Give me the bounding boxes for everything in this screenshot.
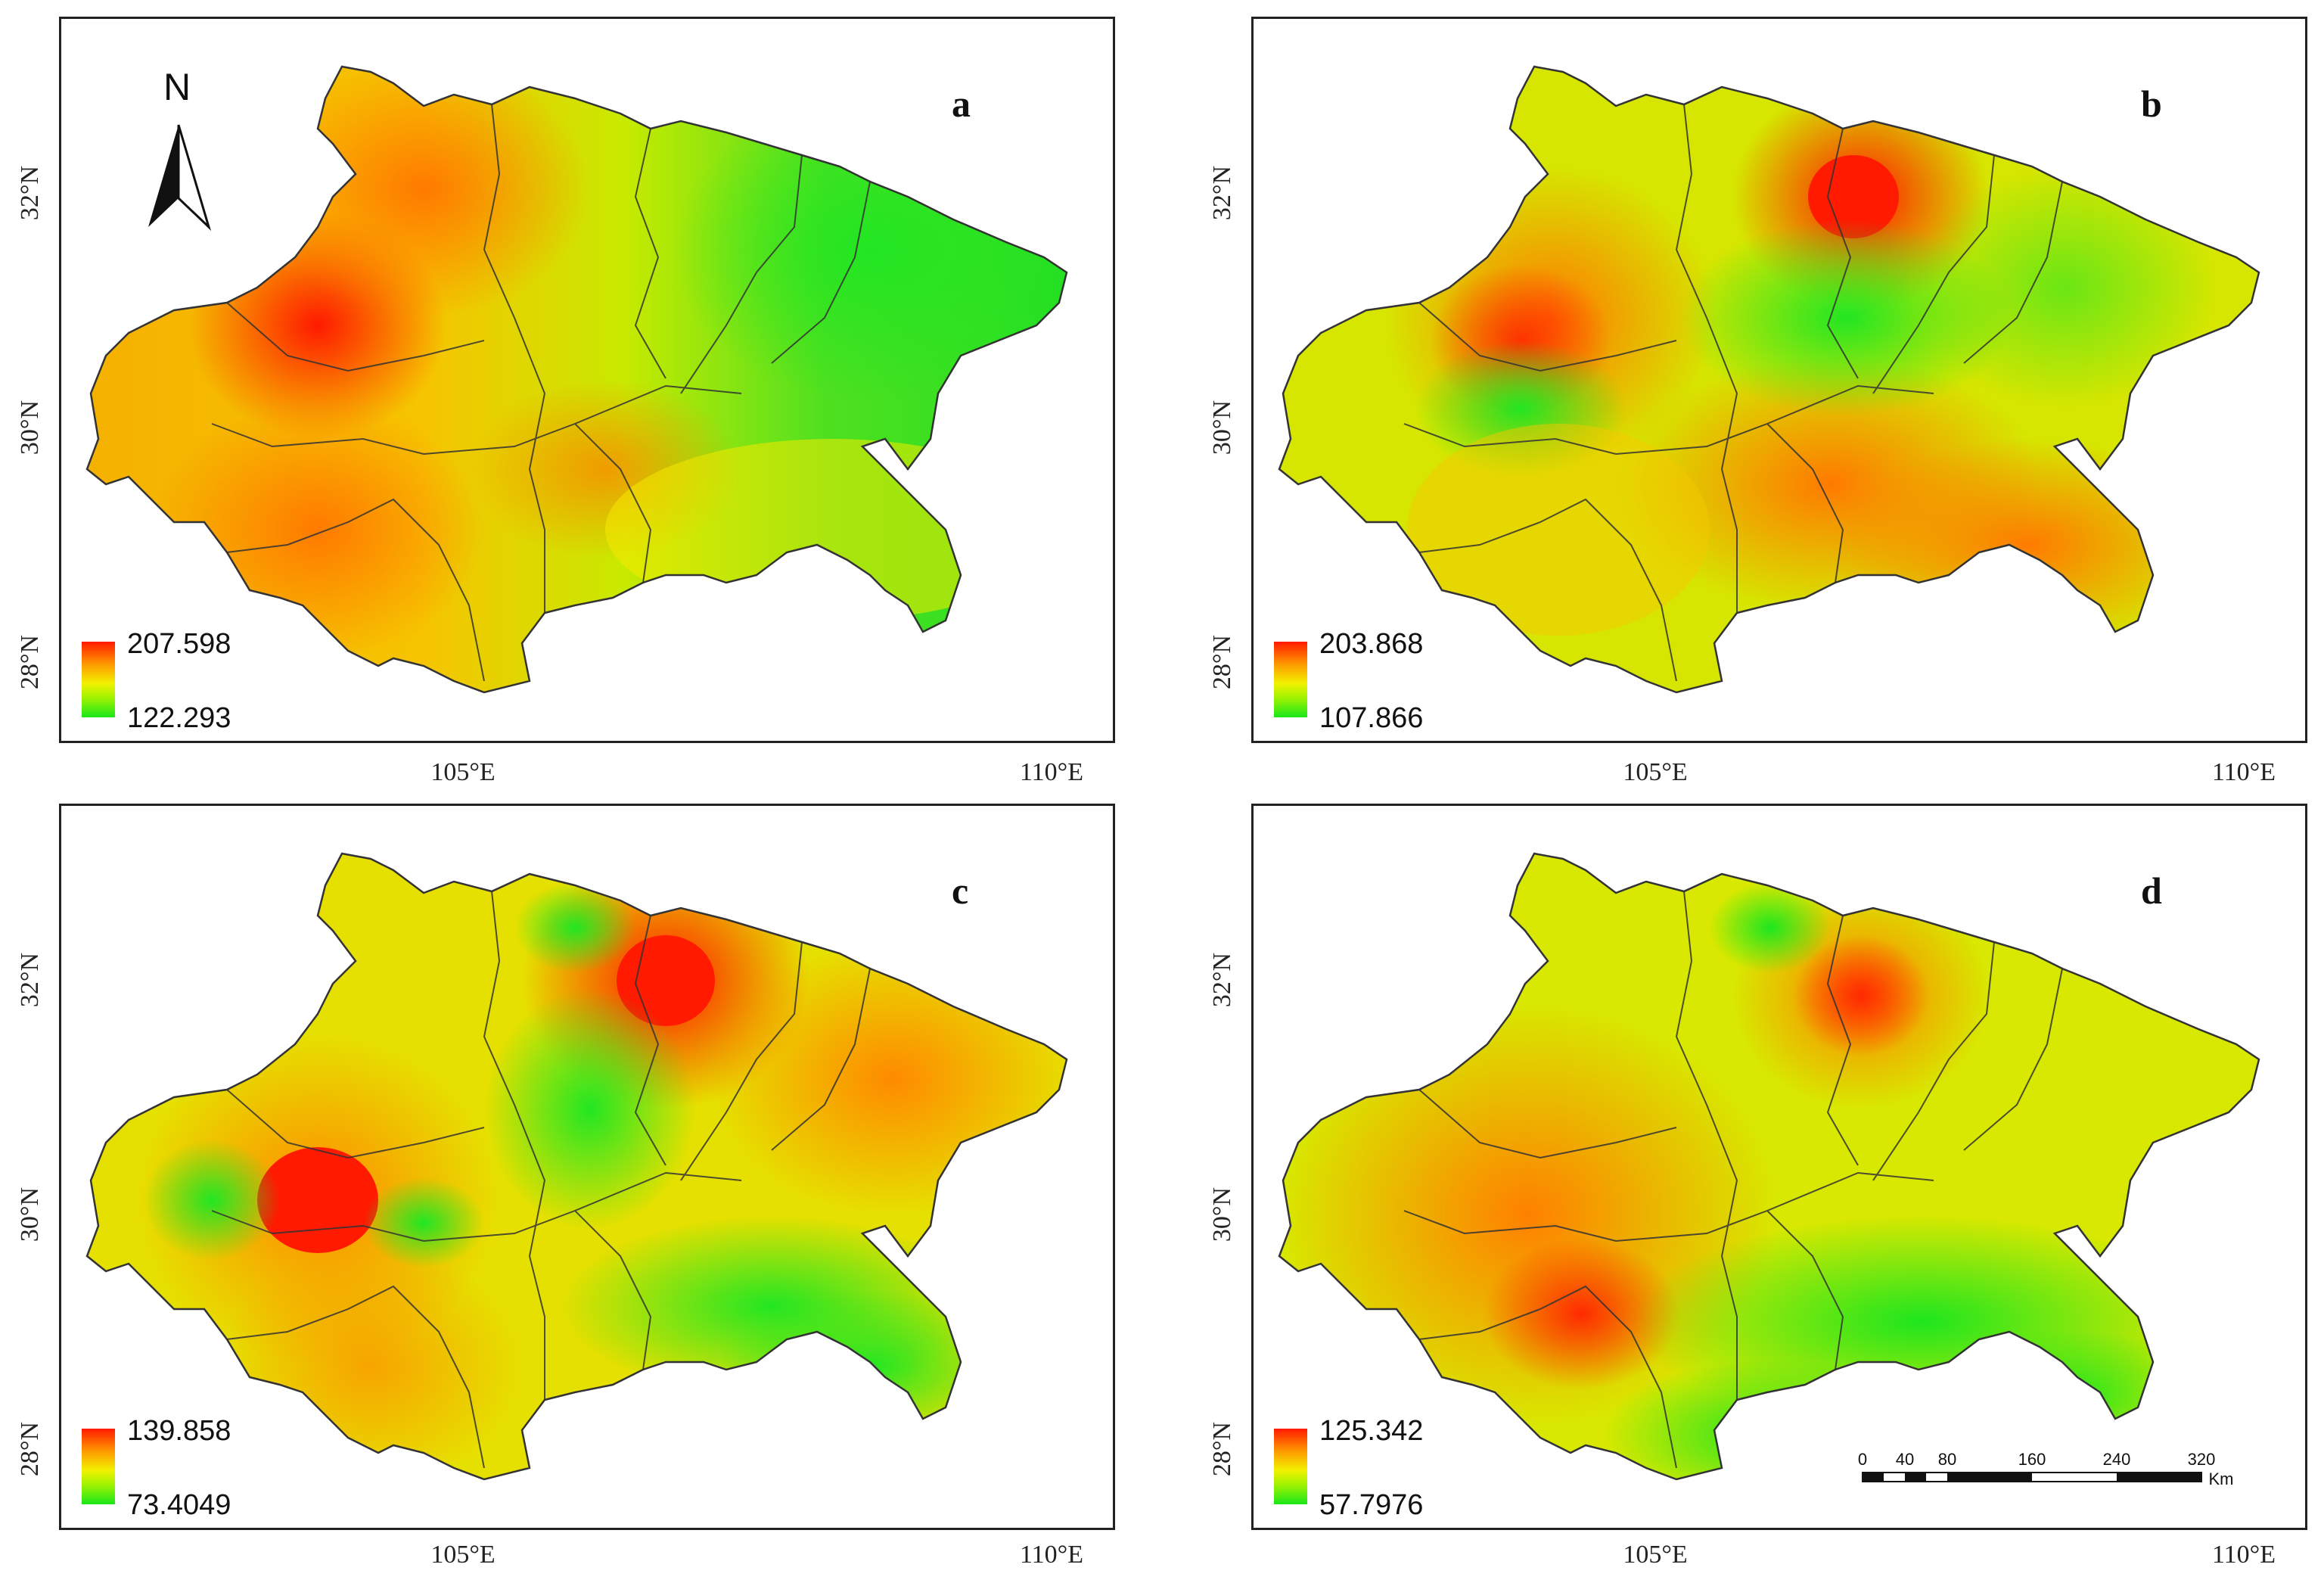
panel-letter-a: a — [952, 82, 971, 125]
x-tick-110-a: 110°E — [1019, 758, 1084, 786]
y-tick-30-b: 30°N — [1208, 400, 1237, 456]
north-arrow-icon — [148, 125, 179, 227]
y-tick-30-a: 30°N — [16, 400, 45, 456]
y-tick-28-a: 28°N — [16, 634, 45, 690]
legend-max-b: 203.868 — [1319, 628, 1424, 660]
panel-letter-c: c — [952, 869, 969, 912]
panel-letter-b: b — [2141, 82, 2162, 125]
map-svg-b — [1278, 65, 2260, 694]
legend-bar-c — [82, 1429, 115, 1504]
y-tick-28-c: 28°N — [16, 1421, 45, 1477]
y-tick-28-d: 28°N — [1208, 1421, 1237, 1477]
x-tick-105-b: 105°E — [1623, 758, 1688, 786]
map-svg-d — [1278, 852, 2260, 1482]
north-arrow-label: N — [163, 66, 191, 108]
scale-label-40: 40 — [1895, 1450, 1915, 1469]
x-tick-105-a: 105°E — [430, 758, 496, 786]
legend-max-a: 207.598 — [127, 628, 231, 660]
x-tick-110-c: 110°E — [1019, 1541, 1084, 1569]
legend-min-a: 122.293 — [127, 702, 231, 734]
map-svg-c — [85, 852, 1068, 1481]
scale-label-240: 240 — [2102, 1450, 2131, 1469]
scale-unit: Km — [2208, 1469, 2234, 1488]
map-panel-b: b 203.868 107.866 105°E 110°E 32°N 30°N … — [1195, 0, 2324, 792]
legend-bar-b — [1274, 642, 1307, 717]
legend-min-b: 107.866 — [1319, 702, 1424, 734]
scale-label-0: 0 — [1857, 1450, 1868, 1469]
legend-max-c: 139.858 — [127, 1415, 231, 1447]
x-tick-105-d: 105°E — [1623, 1541, 1688, 1569]
legend-max-d: 125.342 — [1319, 1415, 1424, 1447]
scale-label-80: 80 — [1937, 1450, 1957, 1469]
legend-bar-a — [82, 642, 115, 717]
y-tick-30-c: 30°N — [16, 1186, 45, 1242]
y-tick-28-b: 28°N — [1208, 634, 1237, 690]
map-svg-a — [85, 65, 1068, 694]
map-panel-c: c 139.858 73.4049 105°E 110°E 32°N 30°N … — [0, 792, 1162, 1583]
scale-label-320: 320 — [2187, 1450, 2216, 1469]
y-tick-32-b: 32°N — [1208, 165, 1237, 221]
y-tick-32-c: 32°N — [16, 952, 45, 1008]
x-tick-110-b: 110°E — [2211, 758, 2276, 786]
legend-min-d: 57.7976 — [1319, 1489, 1424, 1521]
map-panel-d: 0 40 80 160 240 320 Km d 125.342 57.7976… — [1195, 792, 2324, 1583]
panel-letter-d: d — [2141, 869, 2162, 912]
scale-bar — [1862, 1472, 2202, 1482]
scale-label-160: 160 — [2018, 1450, 2046, 1469]
map-panel-a: N a 207.598 122.293 105°E 110°E 32°N 30°… — [0, 0, 1162, 792]
x-tick-110-d: 110°E — [2211, 1541, 2276, 1569]
y-tick-32-d: 32°N — [1208, 952, 1237, 1008]
x-tick-105-c: 105°E — [430, 1541, 496, 1569]
legend-bar-d — [1274, 1429, 1307, 1504]
y-tick-30-d: 30°N — [1208, 1186, 1237, 1242]
y-tick-32-a: 32°N — [16, 165, 45, 221]
legend-min-c: 73.4049 — [127, 1489, 231, 1521]
